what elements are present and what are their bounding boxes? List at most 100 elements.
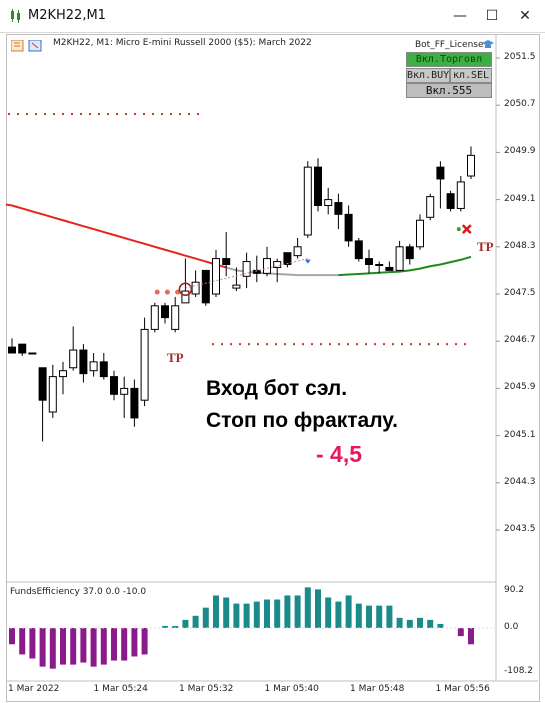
indicator-bar-positive bbox=[192, 615, 199, 628]
candle bbox=[395, 240, 404, 271]
fractal-level-dot bbox=[464, 343, 466, 346]
candle-body-bearish bbox=[99, 361, 108, 378]
fractal-level-dot bbox=[365, 343, 367, 346]
fractal-marker bbox=[164, 289, 170, 295]
price-axis-label: 2049.1 bbox=[504, 193, 536, 204]
candle-body-bullish bbox=[232, 284, 241, 289]
fractal-level-dot bbox=[275, 343, 277, 346]
fractal-level-dot bbox=[383, 343, 385, 346]
fractal-level-dot bbox=[179, 113, 181, 116]
chart-symbol-description: M2KH22, M1: Micro E-mini Russell 2000 ($… bbox=[53, 38, 312, 48]
indicator-bar-negative bbox=[100, 628, 107, 665]
candle-body-bearish bbox=[8, 346, 16, 354]
candle-body-bullish bbox=[273, 261, 282, 268]
fractal-level-dot bbox=[419, 343, 421, 346]
window-titlebar: M2KH22,M1 — ☐ ✕ bbox=[0, 0, 545, 33]
candle-body-bullish bbox=[426, 196, 435, 218]
candle bbox=[69, 326, 78, 371]
candle bbox=[8, 338, 16, 354]
time-axis-label: 1 Mar 05:40 bbox=[264, 684, 319, 694]
sell-toggle-button[interactable]: кл.SEL bbox=[450, 68, 492, 83]
candle-body-bullish bbox=[242, 261, 251, 277]
indicator-bar-positive bbox=[437, 623, 444, 628]
time-axis-label: 1 Mar 2022 bbox=[8, 684, 60, 694]
indicator-bar-negative bbox=[39, 628, 46, 667]
fractal-level-dot bbox=[143, 113, 145, 116]
candle bbox=[273, 258, 282, 283]
candle bbox=[436, 161, 445, 209]
fractal-level-dot bbox=[320, 343, 322, 346]
close-button[interactable]: ✕ bbox=[519, 8, 531, 24]
entry-marker bbox=[178, 282, 193, 297]
candle-body-bearish bbox=[436, 166, 445, 180]
take-profit-label: TP bbox=[477, 239, 494, 254]
fractal-level-dot bbox=[284, 343, 286, 346]
candle-body-bearish bbox=[354, 240, 363, 260]
candle-body-bearish bbox=[18, 343, 27, 354]
candle-body-bearish bbox=[405, 246, 414, 260]
candle-body-bullish bbox=[303, 166, 312, 236]
price-axis-label: 2043.5 bbox=[504, 524, 536, 534]
candle bbox=[120, 376, 129, 418]
indicator-bar-positive bbox=[294, 595, 301, 628]
candle-body-bearish bbox=[130, 387, 139, 419]
indicator-bar-negative bbox=[131, 628, 138, 657]
signal-arrow bbox=[304, 259, 311, 264]
chart-app-icon bbox=[11, 9, 20, 23]
buy-toggle-button[interactable]: Вкл.BUY bbox=[406, 68, 450, 83]
fractal-level-dot bbox=[239, 343, 241, 346]
indicator-bar-negative bbox=[90, 628, 97, 667]
indicator-bar-negative bbox=[9, 628, 15, 645]
candle-body-bullish bbox=[89, 361, 98, 372]
candle bbox=[110, 370, 118, 401]
fractal-level-dot bbox=[338, 343, 340, 346]
moving-average-line bbox=[338, 255, 472, 277]
price-axis-label: 2046.7 bbox=[504, 335, 536, 346]
indicator-bar-positive bbox=[335, 601, 342, 628]
counter-toggle-button[interactable]: Вкл.555 bbox=[406, 83, 492, 98]
trade-line bbox=[185, 258, 308, 289]
fractal-marker bbox=[154, 289, 160, 295]
candle bbox=[416, 214, 424, 250]
candle-body-bullish bbox=[59, 370, 67, 378]
fractal-level-dot bbox=[116, 113, 118, 116]
candle-body-bullish bbox=[395, 246, 404, 271]
candle-body-bullish bbox=[263, 258, 271, 274]
indicator-bar-positive bbox=[223, 597, 230, 628]
candle-body-bullish bbox=[171, 305, 180, 330]
indicator-bar-positive bbox=[162, 625, 168, 628]
candle-body-bearish bbox=[110, 376, 118, 395]
candle bbox=[212, 249, 220, 297]
candle-body-bearish bbox=[283, 252, 292, 265]
exit-marker bbox=[456, 227, 461, 232]
indicator-bar-positive bbox=[417, 617, 423, 628]
candle bbox=[38, 367, 47, 442]
indicator-bar-positive bbox=[325, 597, 332, 628]
indicator-bar-positive bbox=[345, 595, 352, 628]
candle bbox=[354, 237, 363, 262]
fractal-level-dot bbox=[26, 113, 28, 116]
candle bbox=[334, 193, 343, 230]
maximize-button[interactable]: ☐ bbox=[485, 8, 499, 24]
candle bbox=[18, 343, 27, 356]
candle-body-bearish bbox=[161, 305, 169, 319]
time-axis-label: 1 Mar 05:32 bbox=[179, 684, 234, 694]
candle bbox=[303, 161, 312, 238]
fractal-level-dot bbox=[329, 343, 331, 346]
minimize-button[interactable]: — bbox=[453, 8, 467, 24]
fractal-level-dot bbox=[44, 113, 46, 116]
fractal-level-dot bbox=[374, 343, 376, 346]
fractal-level-dot bbox=[80, 113, 82, 116]
fractal-level-dot bbox=[356, 343, 358, 346]
candle bbox=[324, 187, 333, 215]
indicator-bar-positive bbox=[182, 619, 189, 628]
indicator-bar-positive bbox=[315, 589, 321, 628]
fractal-level-dot bbox=[161, 113, 163, 116]
candle bbox=[405, 243, 414, 265]
candle bbox=[171, 296, 180, 333]
candle-body-bullish bbox=[69, 349, 78, 369]
fractal-level-dot bbox=[170, 113, 172, 116]
price-axis-label: 2044.3 bbox=[504, 476, 536, 487]
trade-toggle-button[interactable]: Вкл.Торговл bbox=[406, 52, 492, 67]
